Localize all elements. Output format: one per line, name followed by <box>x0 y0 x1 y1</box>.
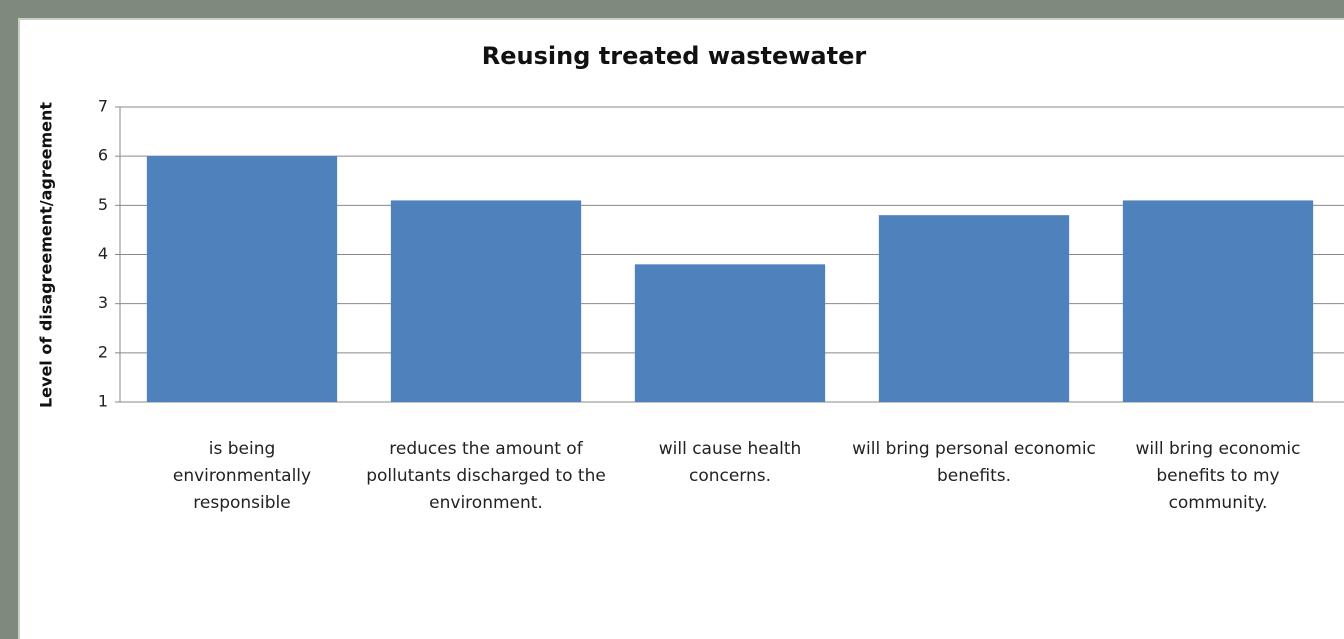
y-tick-label: 3 <box>98 293 108 312</box>
y-axis-label: Level of disagreement/agreement <box>37 102 56 408</box>
y-tick-label: 6 <box>98 146 108 165</box>
bar <box>146 156 338 402</box>
y-tick-label: 2 <box>98 342 108 361</box>
bar <box>390 200 582 402</box>
y-tick-label: 5 <box>98 195 108 214</box>
bar <box>1122 200 1314 402</box>
x-tick-label: is being environmentally responsible <box>172 439 312 513</box>
x-tick-label: will cause health concerns. <box>658 439 802 486</box>
y-tick-label: 1 <box>98 392 108 411</box>
x-tick-label: reduces the amount of pollutants dischar… <box>366 439 606 513</box>
y-tick-label: 4 <box>98 244 108 263</box>
x-tick-label: will bring personal economic benefits. <box>852 439 1096 486</box>
bar <box>878 215 1070 402</box>
chart-title: Reusing treated wastewater <box>482 42 867 70</box>
y-tick-label: 7 <box>98 97 108 116</box>
bar <box>634 264 826 402</box>
x-tick-label: will bring economic benefits to my commu… <box>1135 439 1301 513</box>
